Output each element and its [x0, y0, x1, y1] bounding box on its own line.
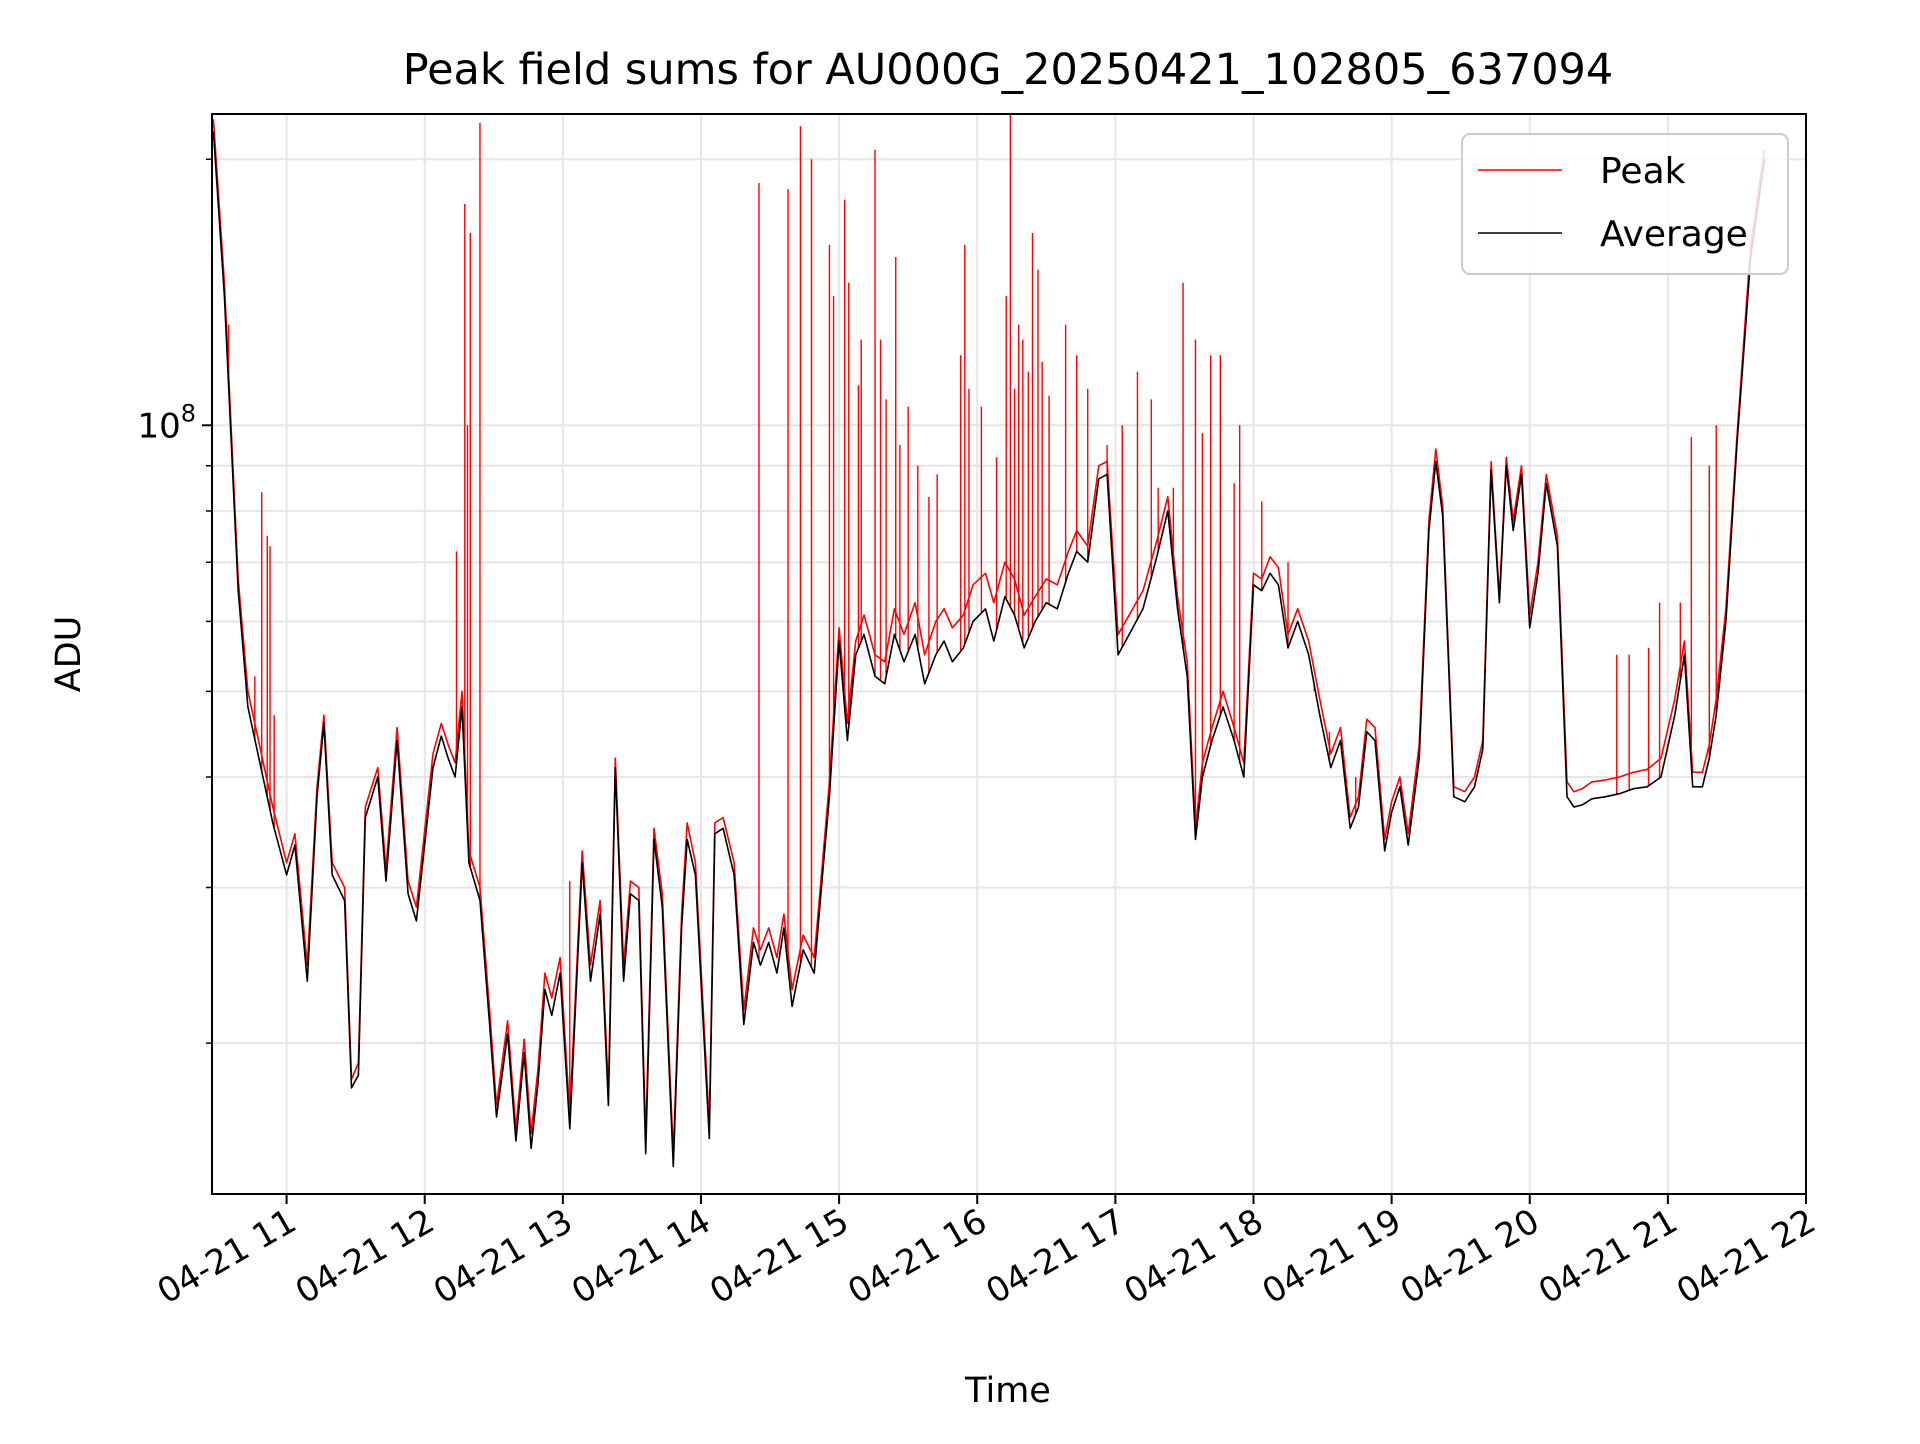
chart-title: Peak field sums for AU000G_20250421_1028… [403, 45, 1614, 95]
y-tick-label: 108 [137, 399, 196, 446]
legend: Peak Average [1461, 133, 1789, 275]
grid-layer [212, 114, 1807, 1194]
x-axis-label: Time [964, 1371, 1051, 1411]
y-axis-label: ADU [49, 616, 89, 693]
legend-box [1461, 133, 1789, 275]
legend-label-average: Average [1600, 214, 1748, 255]
legend-label-peak: Peak [1600, 151, 1686, 192]
series-line-peak [212, 119, 1766, 1155]
plot-frame [211, 113, 1807, 1195]
series-line-average [212, 131, 1766, 1168]
series-layer [212, 114, 1766, 1168]
